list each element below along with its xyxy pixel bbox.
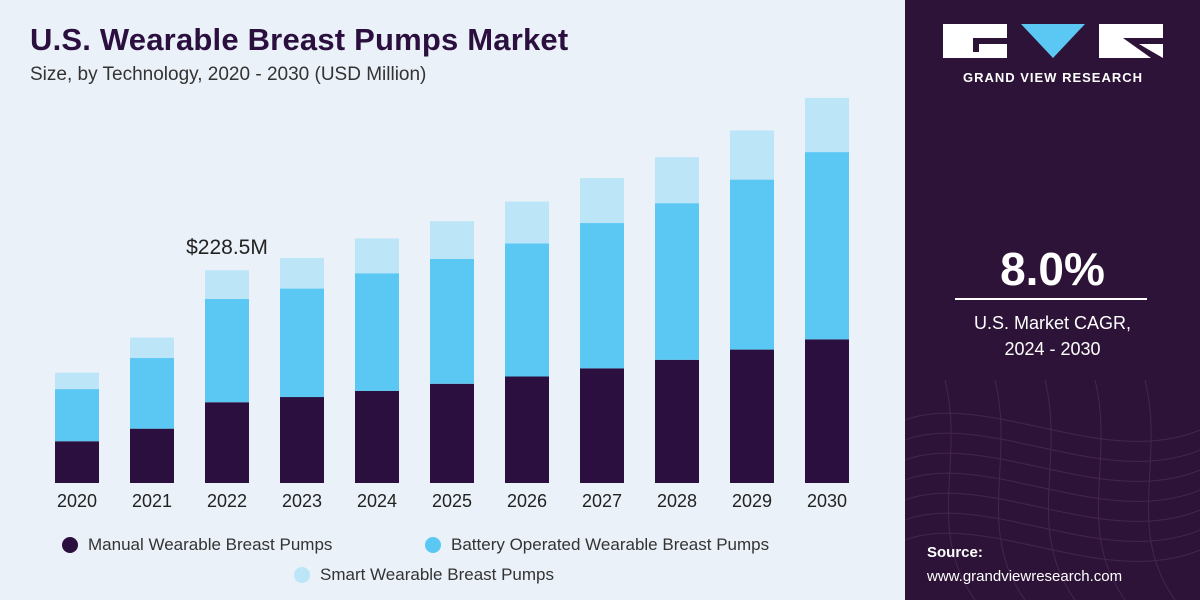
bar-2020-smart [55, 372, 99, 390]
bar-2025-manual [430, 383, 474, 483]
legend-swatch-manual [62, 537, 78, 553]
legend-swatch-smart [294, 567, 310, 583]
x-tick-label-2020: 2020 [57, 491, 97, 511]
legend-label-manual: Manual Wearable Breast Pumps [88, 535, 333, 554]
bar-2028-manual [655, 359, 699, 483]
bar-2028-smart [655, 157, 699, 204]
info-sidebar: GRAND VIEW RESEARCH 8.0% U.S. Market CAG… [905, 0, 1200, 600]
source-url[interactable]: www.grandviewresearch.com [927, 568, 1123, 585]
cagr-label: U.S. Market CAGR, 2024 - 2030 [905, 310, 1200, 362]
bar-2024-battery [355, 273, 399, 391]
bar-2026-battery [505, 243, 549, 377]
bar-2025-smart [430, 221, 474, 259]
bar-2028-battery [655, 203, 699, 360]
bar-2021-smart [130, 337, 174, 359]
bar-2020-manual [55, 441, 99, 483]
data-label-2022: $228.5M [186, 236, 268, 259]
chart-panel: U.S. Wearable Breast Pumps Market Size, … [30, 22, 849, 585]
bar-2030-manual [805, 339, 849, 483]
source-label: Source: [927, 544, 983, 561]
bar-2030-smart [805, 97, 849, 153]
chart-title: U.S. Wearable Breast Pumps Market [30, 22, 569, 57]
x-tick-label-2021: 2021 [132, 491, 172, 511]
bar-2022-battery [205, 298, 249, 403]
bar-2027-smart [580, 178, 624, 224]
bar-2020-battery [55, 389, 99, 442]
cagr-value: 8.0% [1000, 243, 1105, 295]
bar-2021-manual [130, 428, 174, 483]
bar-2024-smart [355, 238, 399, 274]
decorative-wave-pattern [905, 380, 1200, 600]
bar-2022-manual [205, 402, 249, 483]
bar-2021-battery [130, 358, 174, 429]
x-tick-label-2027: 2027 [582, 491, 622, 511]
x-tick-label-2023: 2023 [282, 491, 322, 511]
bar-2029-manual [730, 349, 774, 483]
bar-2023-manual [280, 397, 324, 483]
bar-2023-battery [280, 288, 324, 398]
cagr-label-line1: U.S. Market CAGR, [973, 313, 1132, 333]
bar-2029-smart [730, 130, 774, 180]
bar-2029-battery [730, 179, 774, 350]
bar-2023-smart [280, 257, 324, 289]
bar-2026-smart [505, 201, 549, 244]
legend-item-smart: Smart Wearable Breast Pumps [294, 565, 554, 585]
legend-label-battery: Battery Operated Wearable Breast Pumps [451, 535, 770, 554]
legend-label-smart: Smart Wearable Breast Pumps [320, 565, 554, 584]
bar-2026-manual [505, 376, 549, 483]
legend-swatch-battery [425, 537, 441, 553]
x-tick-label-2028: 2028 [657, 491, 697, 511]
bar-2024-manual [355, 390, 399, 483]
bar-2030-battery [805, 152, 849, 340]
x-tick-label-2030: 2030 [807, 491, 847, 511]
x-tick-label-2029: 2029 [732, 491, 772, 511]
bar-2025-battery [430, 258, 474, 384]
cagr-label-line2: 2024 - 2030 [1004, 339, 1101, 359]
x-tick-label-2026: 2026 [507, 491, 547, 511]
bar-2022-smart [205, 270, 249, 299]
logo-text: GRAND VIEW RESEARCH [962, 70, 1144, 85]
grand-view-research-logo [943, 24, 1163, 58]
bar-2027-battery [580, 223, 624, 369]
x-tick-label-2025: 2025 [432, 491, 472, 511]
bar-2027-manual [580, 368, 624, 483]
x-tick-label-2022: 2022 [207, 491, 247, 511]
bar-chart: 2020 2021 2022 2023 2024 2025 2026 2027 2028 2029… [55, 97, 849, 511]
cagr-divider [955, 298, 1147, 300]
chart-subtitle: Size, by Technology, 2020 - 2030 (USD Mi… [30, 64, 427, 85]
legend-item-battery: Battery Operated Wearable Breast Pumps [425, 535, 769, 555]
x-tick-label-2024: 2024 [357, 491, 397, 511]
legend-item-manual: Manual Wearable Breast Pumps [62, 535, 332, 555]
